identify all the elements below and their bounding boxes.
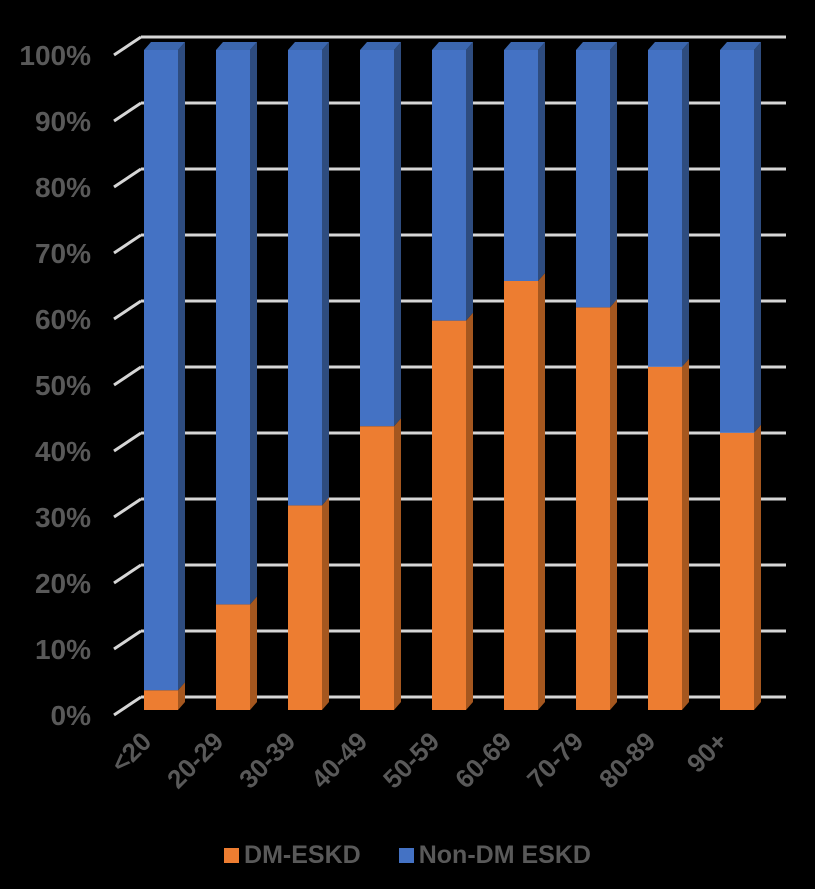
non-dm-eskd-segment-top [432,42,473,50]
dm-eskd-segment [648,366,682,710]
non-dm-eskd-segment-side [394,42,401,427]
x-axis-label: 20-29 [161,726,229,794]
non-dm-eskd-segment-top [288,42,329,50]
y-tick-connector [113,431,142,453]
non-dm-eskd-segment [144,50,178,691]
bar-50-59 [432,42,473,710]
y-axis-label: 70% [35,238,91,269]
dm-eskd-segment-side [178,682,185,710]
dm-eskd-segment [432,320,466,710]
dm-eskd-segment-side [610,299,617,710]
non-dm-eskd-segment-side [178,42,185,691]
bar-60-69 [504,42,545,710]
non-dm-eskd-segment [288,50,322,506]
x-axis-label: 80-89 [593,726,661,794]
legend: DM-ESKD Non-DM ESKD [0,841,815,870]
x-axis-label: 50-59 [377,726,445,794]
y-axis-label: 20% [35,568,91,599]
dm-eskd-segment-side [466,312,473,710]
non-dm-eskd-segment [504,50,538,281]
x-axis-label: 90+ [681,726,733,778]
non-dm-eskd-segment-side [754,42,761,433]
dm-eskd-segment-side [322,497,329,710]
non-dm-eskd-segment [648,50,682,367]
y-tick-connector [113,35,142,57]
y-tick-connector [113,233,142,255]
y-tick-connector [113,167,142,189]
non-dm-eskd-segment [216,50,250,605]
dm-eskd-segment-side [394,418,401,710]
non-dm-eskd-segment-top [216,42,257,50]
bar-<20 [144,42,185,710]
y-axis-label: 60% [35,304,91,335]
legend-label-non-dm-eskd: Non-DM ESKD [418,841,591,869]
non-dm-eskd-segment-side [322,42,329,506]
x-axis-label: 40-49 [305,726,373,794]
legend-label-dm-eskd: DM-ESKD [244,841,361,869]
non-dm-eskd-segment [576,50,610,308]
non-dm-eskd-segment-side [250,42,257,605]
dm-eskd-segment [504,281,538,710]
y-axis-label: 0% [51,700,92,731]
dm-eskd-segment-side [682,358,689,710]
y-tick-connector [113,101,142,123]
y-axis-label: 90% [35,106,91,137]
y-axis-label: 10% [35,634,91,665]
y-tick-connector [113,365,142,387]
bar-70-79 [576,42,617,710]
dm-eskd-segment-side [754,424,761,710]
y-tick-connector [113,563,142,585]
non-dm-eskd-segment-side [610,42,617,308]
x-axis-label: 30-39 [233,726,301,794]
bar-30-39 [288,42,329,710]
non-dm-eskd-segment-top [144,42,185,50]
non-dm-eskd-segment [720,50,754,433]
y-tick-connector [113,299,142,321]
legend-swatch-dm-eskd [224,848,240,863]
legend-item-non-dm-eskd: Non-DM ESKD [398,841,591,870]
y-axis-label: 30% [35,502,91,533]
x-axis-label: 70-79 [521,726,589,794]
y-axis-label: 100% [19,40,91,71]
legend-swatch-non-dm-eskd [398,848,414,863]
non-dm-eskd-segment-top [648,42,689,50]
bar-80-89 [648,42,689,710]
y-axis-label: 50% [35,370,91,401]
non-dm-eskd-segment [432,50,466,321]
y-axis-label: 40% [35,436,91,467]
non-dm-eskd-segment-top [504,42,545,50]
dm-eskd-segment [720,432,754,710]
non-dm-eskd-segment-top [720,42,761,50]
x-axis-label: <20 [105,726,157,778]
non-dm-eskd-segment-side [466,42,473,321]
dm-eskd-segment [576,307,610,710]
dm-eskd-segment [144,690,178,710]
dm-eskd-segment [288,505,322,710]
bar-90+ [720,42,761,710]
bar-20-29 [216,42,257,710]
non-dm-eskd-segment-top [360,42,401,50]
y-axis-label: 80% [35,172,91,203]
bar-40-49 [360,42,401,710]
dm-eskd-segment-side [538,273,545,710]
plot-area: 0% 10% 20% 30% 40% 50% 60% 70% 80% 90% 100% <20 20-2… [19,35,786,794]
non-dm-eskd-segment-side [538,42,545,281]
dm-eskd-segment [216,604,250,710]
y-tick-connector [113,629,142,651]
dm-eskd-segment [360,426,394,710]
non-dm-eskd-segment-top [576,42,617,50]
dm-eskd-segment-side [250,596,257,710]
chart-svg: 0% 10% 20% 30% 40% 50% 60% 70% 80% 90% 100% <20 20-2… [19,35,786,794]
non-dm-eskd-segment-side [682,42,689,367]
non-dm-eskd-segment [360,50,394,427]
legend-item-dm-eskd: DM-ESKD [224,841,361,870]
y-tick-connector [113,497,142,519]
y-tick-connector [113,695,142,717]
x-axis-label: 60-69 [449,726,517,794]
